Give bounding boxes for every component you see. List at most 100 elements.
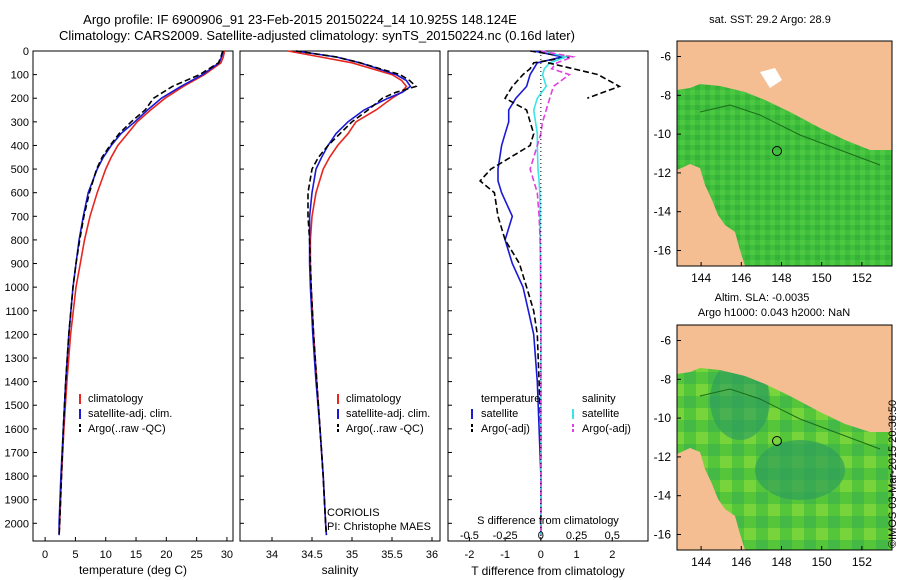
x-tick-label: 20 — [160, 549, 172, 561]
map-top-title: sat. SST: 29.2 Argo: 28.9 — [709, 14, 831, 26]
depth-tick-label: 400 — [11, 140, 29, 152]
legend-s-argo: Argo(-adj) — [582, 423, 631, 435]
x-tick-label: 36 — [426, 549, 438, 561]
map-top — [676, 40, 893, 267]
legend-t-argo: Argo(-adj) — [481, 423, 530, 435]
depth-tick-label: 300 — [11, 117, 29, 129]
map-x-tick-label: 146 — [731, 555, 751, 569]
difference-legend: temperature satellite Argo(-adj) salinit… — [471, 393, 631, 435]
map-y-tick-label: -14 — [654, 489, 672, 503]
annotation-coriolis: CORIOLIS — [327, 507, 380, 519]
argo-location-top — [772, 146, 782, 156]
difference-chart: -2 -1 0 1 2 -0.5 -0.25 0 0.25 0.5 — [448, 50, 622, 561]
x-tick-label: -1 — [500, 549, 510, 561]
side-label: ©IMOS 03-Mar-2015 20:38:50 — [887, 400, 899, 548]
depth-tick-label: 1800 — [5, 471, 29, 483]
depth-tick-label: 900 — [11, 259, 29, 271]
series-s-satellite — [532, 50, 569, 536]
salinity-xlabel: salinity — [322, 563, 359, 577]
map-y-tick-label: -8 — [660, 372, 671, 386]
depth-tick-label: 1200 — [5, 329, 29, 341]
header-line-2: Climatology: CARS2009. Satellite-adjuste… — [59, 28, 575, 43]
argo-location-bottom — [772, 436, 782, 446]
depth-tick-label: 800 — [11, 235, 29, 247]
s-tick-label: 0.25 — [566, 530, 587, 542]
land-top — [677, 41, 892, 150]
legend-temperature-title: temperature — [481, 393, 540, 405]
depth-tick-label: 0 — [23, 46, 29, 58]
depth-tick-label: 1500 — [5, 400, 29, 412]
map-y-tick-label: -16 — [654, 527, 672, 541]
depth-tick-label: 2000 — [5, 518, 29, 530]
x-tick-label: -2 — [465, 549, 475, 561]
map-top-ticks: 144 146 148 150 152 -6 -8 -10 -12 -14 -16 — [654, 50, 873, 285]
legend-argo: Argo(..raw -QC) — [88, 423, 166, 435]
legend-satellite: satellite-adj. clim. — [346, 408, 430, 420]
salinity-legend: climatology satellite-adj. clim. Argo(..… — [337, 393, 430, 435]
depth-tick-label: 1300 — [5, 353, 29, 365]
x-tick-label: 25 — [191, 549, 203, 561]
x-tick-label: 0 — [538, 549, 544, 561]
temperature-xlabel: temperature (deg C) — [79, 563, 187, 577]
depth-tick-label: 1100 — [5, 306, 29, 318]
x-tick-label: 5 — [72, 549, 78, 561]
map-top-frame — [676, 40, 893, 267]
difference-xlabel: T difference from climatology — [471, 564, 625, 578]
map-x-tick-label: 152 — [852, 555, 872, 569]
depth-tick-label: 600 — [11, 188, 29, 200]
x-tick-label: 15 — [130, 549, 142, 561]
depth-tick-label: 700 — [11, 211, 29, 223]
map-y-tick-label: -10 — [654, 127, 672, 141]
map-bottom-frame — [676, 324, 893, 551]
salinity-chart: 34 34.5 35 35.5 36 — [240, 50, 438, 561]
land-bottom — [677, 325, 892, 432]
series-t-argo-adj- — [478, 50, 570, 536]
legend-argo: Argo(..raw -QC) — [346, 423, 424, 435]
x-tick-label: 34 — [266, 549, 278, 561]
depth-tick-label: 500 — [11, 164, 29, 176]
x-tick-label: 0 — [42, 549, 48, 561]
depth-tick-label: 1700 — [5, 447, 29, 459]
map-x-tick-label: 148 — [771, 555, 791, 569]
series-climatology — [58, 50, 226, 536]
series-argo-s-overshoot — [547, 62, 622, 99]
map-y-tick-label: -10 — [654, 411, 672, 425]
map-y-tick-label: -6 — [660, 50, 671, 64]
header-line-1: Argo profile: IF 6900906_91 23-Feb-2015 … — [83, 12, 517, 27]
legend-satellite: satellite-adj. clim. — [88, 408, 172, 420]
temperature-legend: climatology satellite-adj. clim. Argo(..… — [79, 393, 172, 435]
map-x-tick-label: 150 — [812, 555, 832, 569]
land-top-png — [677, 164, 745, 266]
x-tick-label: 35.5 — [381, 549, 402, 561]
legend-climatology: climatology — [346, 393, 402, 405]
map-y-tick-label: -16 — [654, 243, 672, 257]
map-y-tick-label: -12 — [654, 450, 672, 464]
series-satellite-adj-clim- — [295, 50, 412, 536]
x-tick-label: 34.5 — [301, 549, 322, 561]
legend-salinity-title: salinity — [582, 393, 616, 405]
x-tick-label: 2 — [609, 549, 615, 561]
map-x-tick-label: 152 — [852, 271, 872, 285]
temperature-chart: 0 5 10 15 20 25 30 — [33, 50, 233, 561]
legend-s-satellite: satellite — [582, 408, 619, 420]
difference-xlabel-top: S difference from climatology — [477, 515, 619, 527]
island-top — [760, 68, 782, 88]
land-bottom-png — [677, 448, 745, 550]
map-bottom-title-1: Altim. SLA: -0.0035 — [715, 292, 810, 304]
map-y-tick-label: -6 — [660, 334, 671, 348]
x-tick-label: 35 — [346, 549, 358, 561]
map-x-tick-label: 150 — [812, 271, 832, 285]
map-x-tick-label: 144 — [691, 271, 711, 285]
series-argo-raw-qc- — [295, 50, 418, 536]
depth-tick-label: 1600 — [5, 424, 29, 436]
depth-tick-label: 1000 — [5, 282, 29, 294]
map-bottom — [676, 324, 893, 551]
series-s-argo-adj- — [529, 50, 577, 536]
map-x-tick-label: 144 — [691, 555, 711, 569]
difference-panel-frame — [447, 50, 649, 542]
map-y-tick-label: -14 — [654, 205, 672, 219]
series-argo-raw-qc- — [58, 50, 224, 536]
map-bottom-ticks: 144 146 148 150 152 -6 -8 -10 -12 -14 -16 — [654, 334, 873, 569]
series-satellite-adj-clim- — [58, 50, 225, 536]
